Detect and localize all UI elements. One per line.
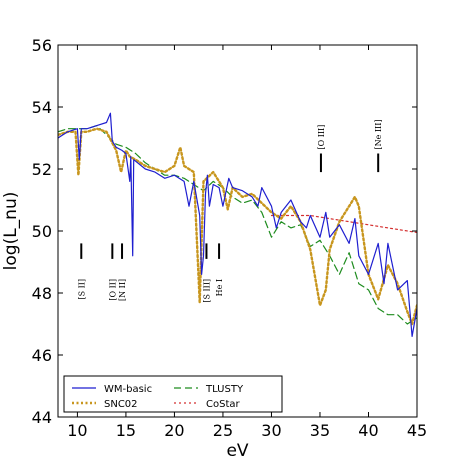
series-tlusty [58, 125, 417, 325]
y-tick-label: 48 [32, 284, 52, 303]
legend-label: CoStar [206, 399, 240, 410]
series-snc02 [58, 127, 417, 326]
axis-ticks: 10 15 20 25 30 35 40 45 44 46 48 50 52 54 56 [32, 36, 428, 440]
emission-line-markers: [S II] [O II] [N II] [S III] He I [O III] [Ne … [77, 120, 383, 303]
x-tick-label: 40 [358, 421, 378, 440]
y-tick-label: 44 [32, 408, 52, 427]
marker-label: [S III] [202, 279, 211, 303]
x-tick-label: 45 [407, 421, 427, 440]
marker-label: [O III] [317, 125, 326, 150]
series-costar [270, 214, 417, 234]
marker-label: [S II] [77, 279, 86, 300]
legend-label: WM-basic [104, 384, 152, 395]
x-tick-label: 25 [213, 421, 233, 440]
legend-label: TLUSTY [205, 384, 244, 395]
series-wm-basic [58, 112, 417, 337]
marker-label: [O II] [108, 279, 117, 301]
x-tick-label: 15 [116, 421, 136, 440]
x-axis-label: eV [226, 441, 248, 461]
x-tick-label: 35 [310, 421, 330, 440]
legend-label: SNC02 [104, 399, 138, 410]
y-tick-label: 56 [32, 36, 52, 55]
marker-label: He I [215, 279, 224, 296]
marker-label: [Ne III] [374, 120, 383, 150]
y-tick-label: 54 [32, 98, 52, 117]
y-tick-label: 50 [32, 222, 52, 241]
series-layer [58, 112, 417, 337]
x-tick-label: 20 [164, 421, 184, 440]
y-tick-label: 52 [32, 160, 52, 179]
x-tick-label: 30 [261, 421, 281, 440]
y-axis-label: log(L_nu) [1, 192, 21, 271]
x-tick-label: 10 [67, 421, 87, 440]
marker-label: [N II] [118, 279, 127, 301]
legend: WM-basic SNC02 TLUSTY CoStar [63, 375, 283, 413]
legend-box [63, 375, 283, 413]
y-tick-label: 46 [32, 346, 52, 365]
